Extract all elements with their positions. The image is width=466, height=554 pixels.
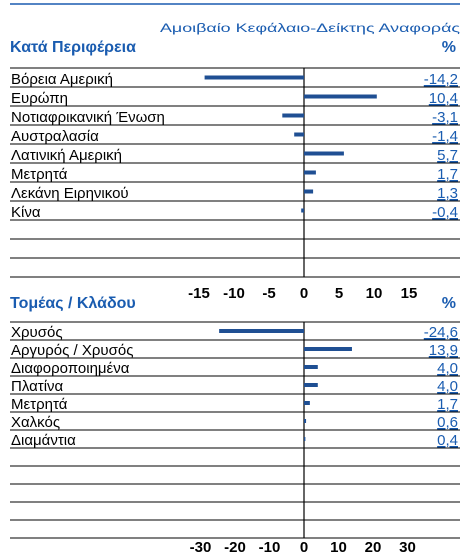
x-tick-label: 0 bbox=[300, 539, 308, 554]
value-label: -24,6 bbox=[424, 324, 458, 341]
bar bbox=[304, 151, 344, 156]
bar bbox=[219, 329, 304, 333]
x-tick-label: 5 bbox=[335, 285, 343, 302]
value-label: -0,4 bbox=[432, 204, 458, 221]
x-tick-label: -30 bbox=[190, 539, 212, 554]
value-label: 1,3 bbox=[437, 185, 458, 202]
bar bbox=[204, 75, 304, 80]
row-label: Μετρητά bbox=[11, 166, 68, 183]
bar bbox=[282, 113, 304, 118]
unit-label: % bbox=[442, 39, 456, 56]
row-label: Αργυρός / Χρυσός bbox=[11, 342, 133, 359]
row-label: Μετρητά bbox=[11, 396, 68, 413]
value-label: 0,4 bbox=[437, 432, 458, 449]
bar bbox=[294, 132, 304, 137]
bar bbox=[304, 419, 307, 423]
value-label: -1,4 bbox=[432, 128, 458, 145]
bar bbox=[304, 383, 318, 387]
bar bbox=[304, 170, 316, 175]
x-tick-label: 10 bbox=[330, 539, 347, 554]
bar bbox=[304, 437, 306, 441]
row-label: Διαμάντια bbox=[11, 432, 76, 449]
row-label: Βόρεια Αμερική bbox=[11, 71, 113, 88]
row-label: Λεκάνη Ειρηνικού bbox=[11, 185, 129, 202]
row-label: Πλατίνα bbox=[11, 378, 64, 395]
x-tick-label: -20 bbox=[224, 539, 246, 554]
x-tick-label: -5 bbox=[262, 285, 275, 302]
row-label: Λατινική Αμερική bbox=[11, 147, 122, 164]
row-label: Χρυσός bbox=[11, 324, 63, 341]
value-label: 10,4 bbox=[429, 90, 458, 107]
bar bbox=[304, 401, 310, 405]
value-label: 4,0 bbox=[437, 360, 458, 377]
value-label: -14,2 bbox=[424, 71, 458, 88]
row-label: Νοτιαφρικανική Ένωση bbox=[11, 109, 165, 126]
value-label: 4,0 bbox=[437, 378, 458, 395]
section-title: Τομέας / Κλάδου bbox=[10, 295, 136, 312]
subtitle: Αμοιβαίο Κεφάλαιο-Δείκτης Αναφοράς bbox=[160, 21, 460, 35]
x-tick-label: 20 bbox=[365, 539, 382, 554]
section-title: Κατά Περιφέρεια bbox=[10, 39, 136, 56]
bar bbox=[304, 189, 314, 194]
x-tick-label: -10 bbox=[223, 285, 245, 302]
bar bbox=[304, 365, 318, 369]
value-label: -3,1 bbox=[432, 109, 458, 126]
unit-label: % bbox=[442, 295, 456, 312]
x-tick-label: -10 bbox=[259, 539, 281, 554]
row-label: Χαλκός bbox=[11, 414, 60, 431]
bar bbox=[304, 94, 377, 99]
value-label: 1,7 bbox=[437, 166, 458, 183]
bar bbox=[304, 347, 352, 351]
value-label: 0,6 bbox=[437, 414, 458, 431]
value-label: 5,7 bbox=[437, 147, 458, 164]
x-tick-label: 15 bbox=[401, 285, 418, 302]
value-label: 13,9 bbox=[429, 342, 458, 359]
x-tick-label: 0 bbox=[300, 285, 308, 302]
row-label: Κίνα bbox=[11, 204, 41, 221]
row-label: Αυστραλασία bbox=[11, 128, 99, 145]
bar bbox=[301, 208, 304, 213]
value-label: 1,7 bbox=[437, 396, 458, 413]
x-tick-label: 10 bbox=[366, 285, 383, 302]
row-label: Ευρώπη bbox=[11, 90, 68, 107]
row-label: Διαφοροποιημένα bbox=[11, 360, 130, 377]
x-tick-label: -15 bbox=[188, 285, 210, 302]
x-tick-label: 30 bbox=[399, 539, 416, 554]
